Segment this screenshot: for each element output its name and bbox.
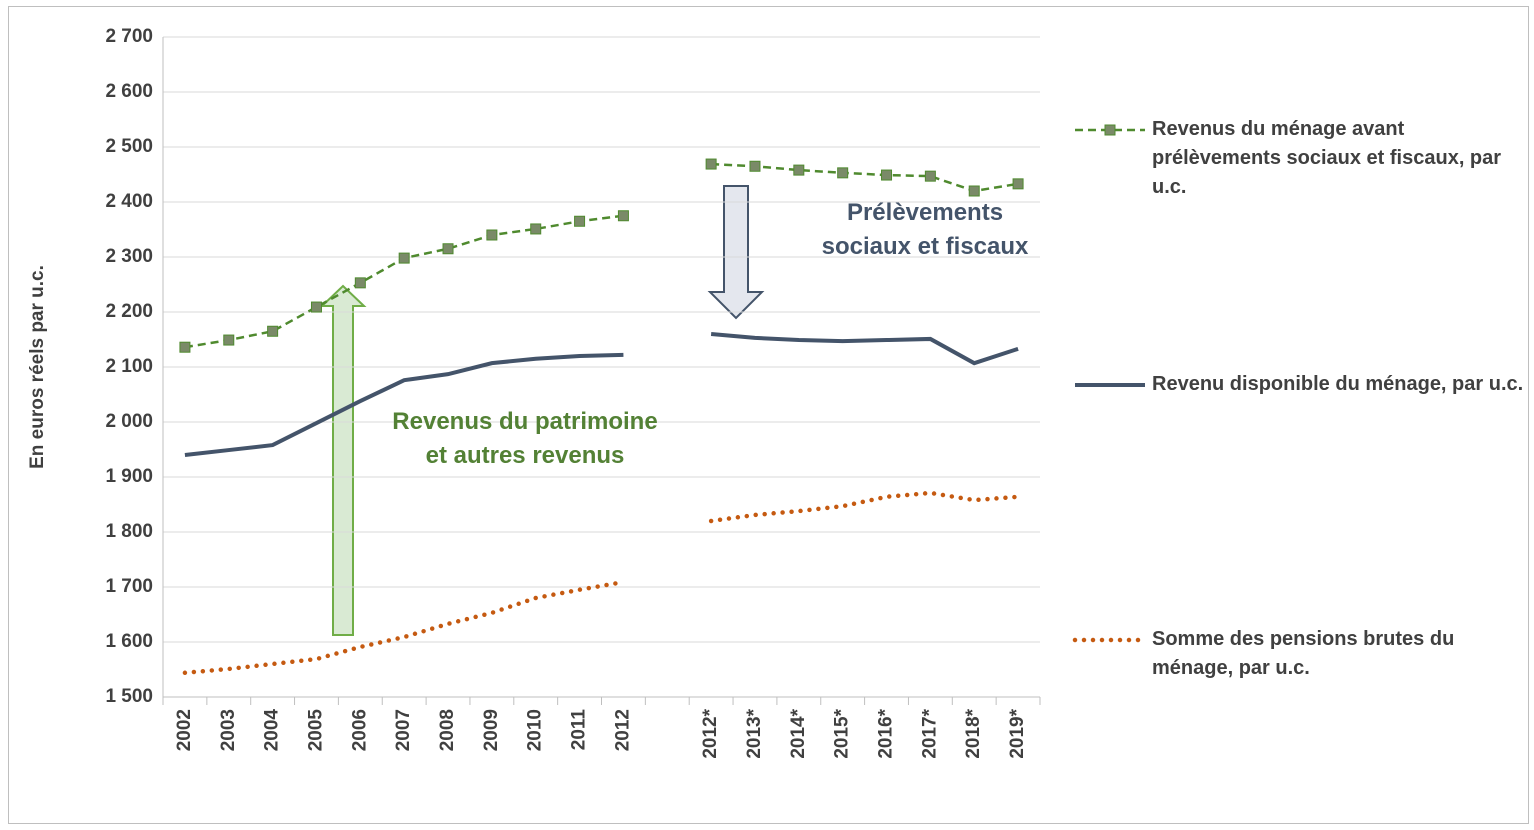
annotation: Revenus du patrimoine et autres revenus [360,405,690,473]
marker [486,229,498,241]
series-line [182,490,1021,676]
y-tick-label: 2 600 [105,81,153,102]
y-tick-label: 2 300 [105,246,153,267]
x-tick-label: 2009 [481,709,502,751]
marker [574,215,586,227]
marker [793,164,805,176]
y-tick-label: 2 000 [105,411,153,432]
annotation: Prélèvements sociaux et fiscaux [800,196,1050,264]
x-tick-label: 2004 [262,709,283,752]
y-tick-label: 2 500 [105,136,153,157]
annotation-line: sociaux et fiscaux [821,233,1029,260]
y-tick-label: 1 600 [105,631,153,652]
marker [442,243,454,255]
x-tick-label: 2008 [437,709,458,751]
x-tick-label: 2014* [788,708,809,758]
x-tick-label: 2002 [174,709,195,751]
y-tick-label: 2 100 [105,356,153,377]
annotation-line: Prélèvements [846,199,1004,226]
legend-marker [1104,124,1116,136]
legend-label: Revenu disponible du ménage, par u.c. [1152,373,1524,395]
marker [749,160,761,172]
marker [617,210,629,222]
legend-label: Revenus du ménage avant prélèvements soc… [1152,118,1502,198]
marker [267,325,279,337]
annotation-line: et autres revenus [425,442,625,469]
x-tick-label: 2005 [305,709,326,752]
x-tick-label: 2010 [525,709,546,751]
marker [179,341,191,353]
legend-label: Somme des pensions brutes du ménage, par… [1152,628,1455,679]
marker [968,185,980,197]
marker [398,252,410,264]
x-tick-label: 2017* [919,708,940,758]
y-tick-label: 1 900 [105,466,153,487]
y-tick-label: 2 400 [105,191,153,212]
marker [354,277,366,289]
marker [223,334,235,346]
up-arrow [319,284,367,636]
marker [705,158,717,170]
marker [530,223,542,235]
x-tick-label: 2013* [744,708,765,758]
x-tick-label: 2003 [218,709,239,751]
x-tick-label: 2012 [612,709,633,751]
y-tick-label: 1 800 [105,521,153,542]
y-tick-label: 2 700 [105,26,153,47]
x-tick-label: 2011 [569,709,590,751]
x-tick-label: 2007 [393,709,414,751]
down-arrow [707,185,765,320]
marker [310,301,322,313]
y-tick-label: 2 200 [105,301,153,322]
series-line [184,332,1019,457]
x-tick-label: 2016* [876,708,897,758]
x-tick-label: 2019* [1007,708,1028,758]
x-tick-label: 2006 [349,709,370,751]
marker [837,167,849,179]
x-tick-label: 2015* [832,708,853,758]
x-tick-label: 2018* [963,708,984,758]
y-tick-label: 1 700 [105,576,153,597]
y-axis-label: En euros réels par u.c. [27,265,48,469]
marker [881,169,893,181]
marker [1012,178,1024,190]
chart-border [8,6,1529,824]
x-tick-label: 2012* [700,708,721,758]
y-tick-label: 1 500 [105,686,153,707]
marker [924,170,936,182]
annotation-line: Revenus du patrimoine [392,408,658,435]
